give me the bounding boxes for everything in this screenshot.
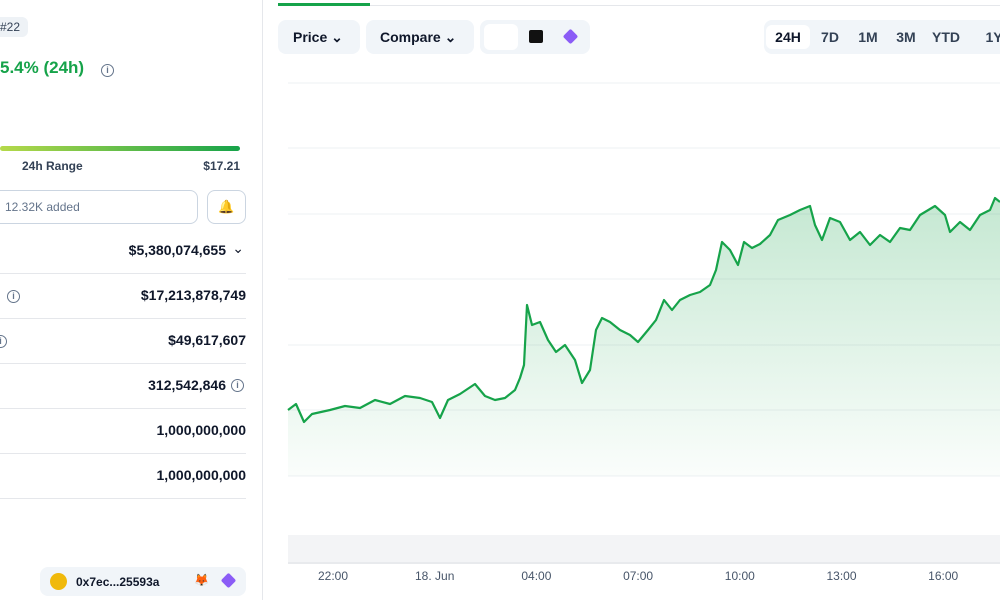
range-label: 24h Range <box>22 159 83 173</box>
line-chart-button[interactable] <box>484 24 518 50</box>
metamask-icon[interactable]: 🦊 <box>194 573 209 587</box>
info-icon[interactable]: i <box>231 379 244 392</box>
chain-icon <box>50 573 67 590</box>
stat-value: 1,000,000,000 <box>156 422 246 438</box>
price-button[interactable]: Price ⌄ <box>278 20 360 54</box>
range-button[interactable]: 7D <box>821 29 839 45</box>
watchlist-count: 12.32K added <box>5 200 80 214</box>
expand-chevron[interactable]: ⌄ <box>232 240 244 256</box>
price-line <box>287 196 1000 424</box>
stat-value: 312,542,846 <box>148 377 226 393</box>
chart-type-group <box>480 20 590 54</box>
stat-value: $17,213,878,749 <box>140 287 246 303</box>
range-button[interactable]: 1M <box>858 29 878 45</box>
contract-address: 0x7ec...25593a <box>76 575 160 589</box>
price-area <box>288 198 1000 476</box>
volume-strip <box>288 535 1000 562</box>
rank-badge: #22 <box>0 17 29 37</box>
price-label: Price <box>293 29 328 45</box>
range-button[interactable]: 3M <box>896 29 916 45</box>
x-tick-label: 16:00 <box>928 569 959 583</box>
divider <box>262 0 263 600</box>
price-change: 5.4% (24h) <box>0 58 85 77</box>
alert-button[interactable]: 🔔 <box>207 190 246 224</box>
x-tick-label: 13:00 <box>826 569 857 583</box>
stat-value: $49,617,607 <box>168 332 246 348</box>
info-icon[interactable]: i <box>7 290 20 303</box>
tab-line <box>370 5 1000 6</box>
stat-value: $5,380,074,655 <box>128 242 226 258</box>
compare-label: Compare <box>380 29 441 45</box>
tradingview-button[interactable] <box>529 30 543 43</box>
x-tick-label: 07:00 <box>623 569 654 583</box>
stat-row: $49,617,607 <box>0 318 246 364</box>
range-high: $17.21 <box>203 159 240 173</box>
watchlist-box[interactable] <box>0 190 198 224</box>
stat-row: $17,213,878,749 <box>0 273 246 319</box>
range-button[interactable]: 24H <box>766 25 810 49</box>
stat-value: 1,000,000,000 <box>156 467 246 483</box>
stat-row: 1,000,000,000 <box>0 408 246 454</box>
x-tick-label: 22:00 <box>317 569 349 583</box>
range-bar <box>0 146 240 151</box>
stat-row: 312,542,846 i <box>0 363 246 409</box>
tab-underline <box>278 3 370 6</box>
info-icon[interactable]: i <box>101 64 114 77</box>
stat-row: $5,380,074,655 ⌄ <box>0 228 246 274</box>
x-tick-label: 18. Jun <box>415 569 455 583</box>
stat-row: 1,000,000,000 <box>0 453 246 499</box>
range-button[interactable]: 1Y <box>985 29 1000 45</box>
x-tick-label: 04:00 <box>521 569 552 583</box>
range-group: 24H 7D 1M 3M YTD 1Y <box>764 20 1000 54</box>
compare-button[interactable]: Compare ⌄ <box>366 20 474 54</box>
x-tick-label: 10:00 <box>724 569 755 583</box>
range-button[interactable]: YTD <box>932 29 960 45</box>
contract-pill[interactable]: 0x7ec...25593a 🦊 <box>40 567 246 596</box>
